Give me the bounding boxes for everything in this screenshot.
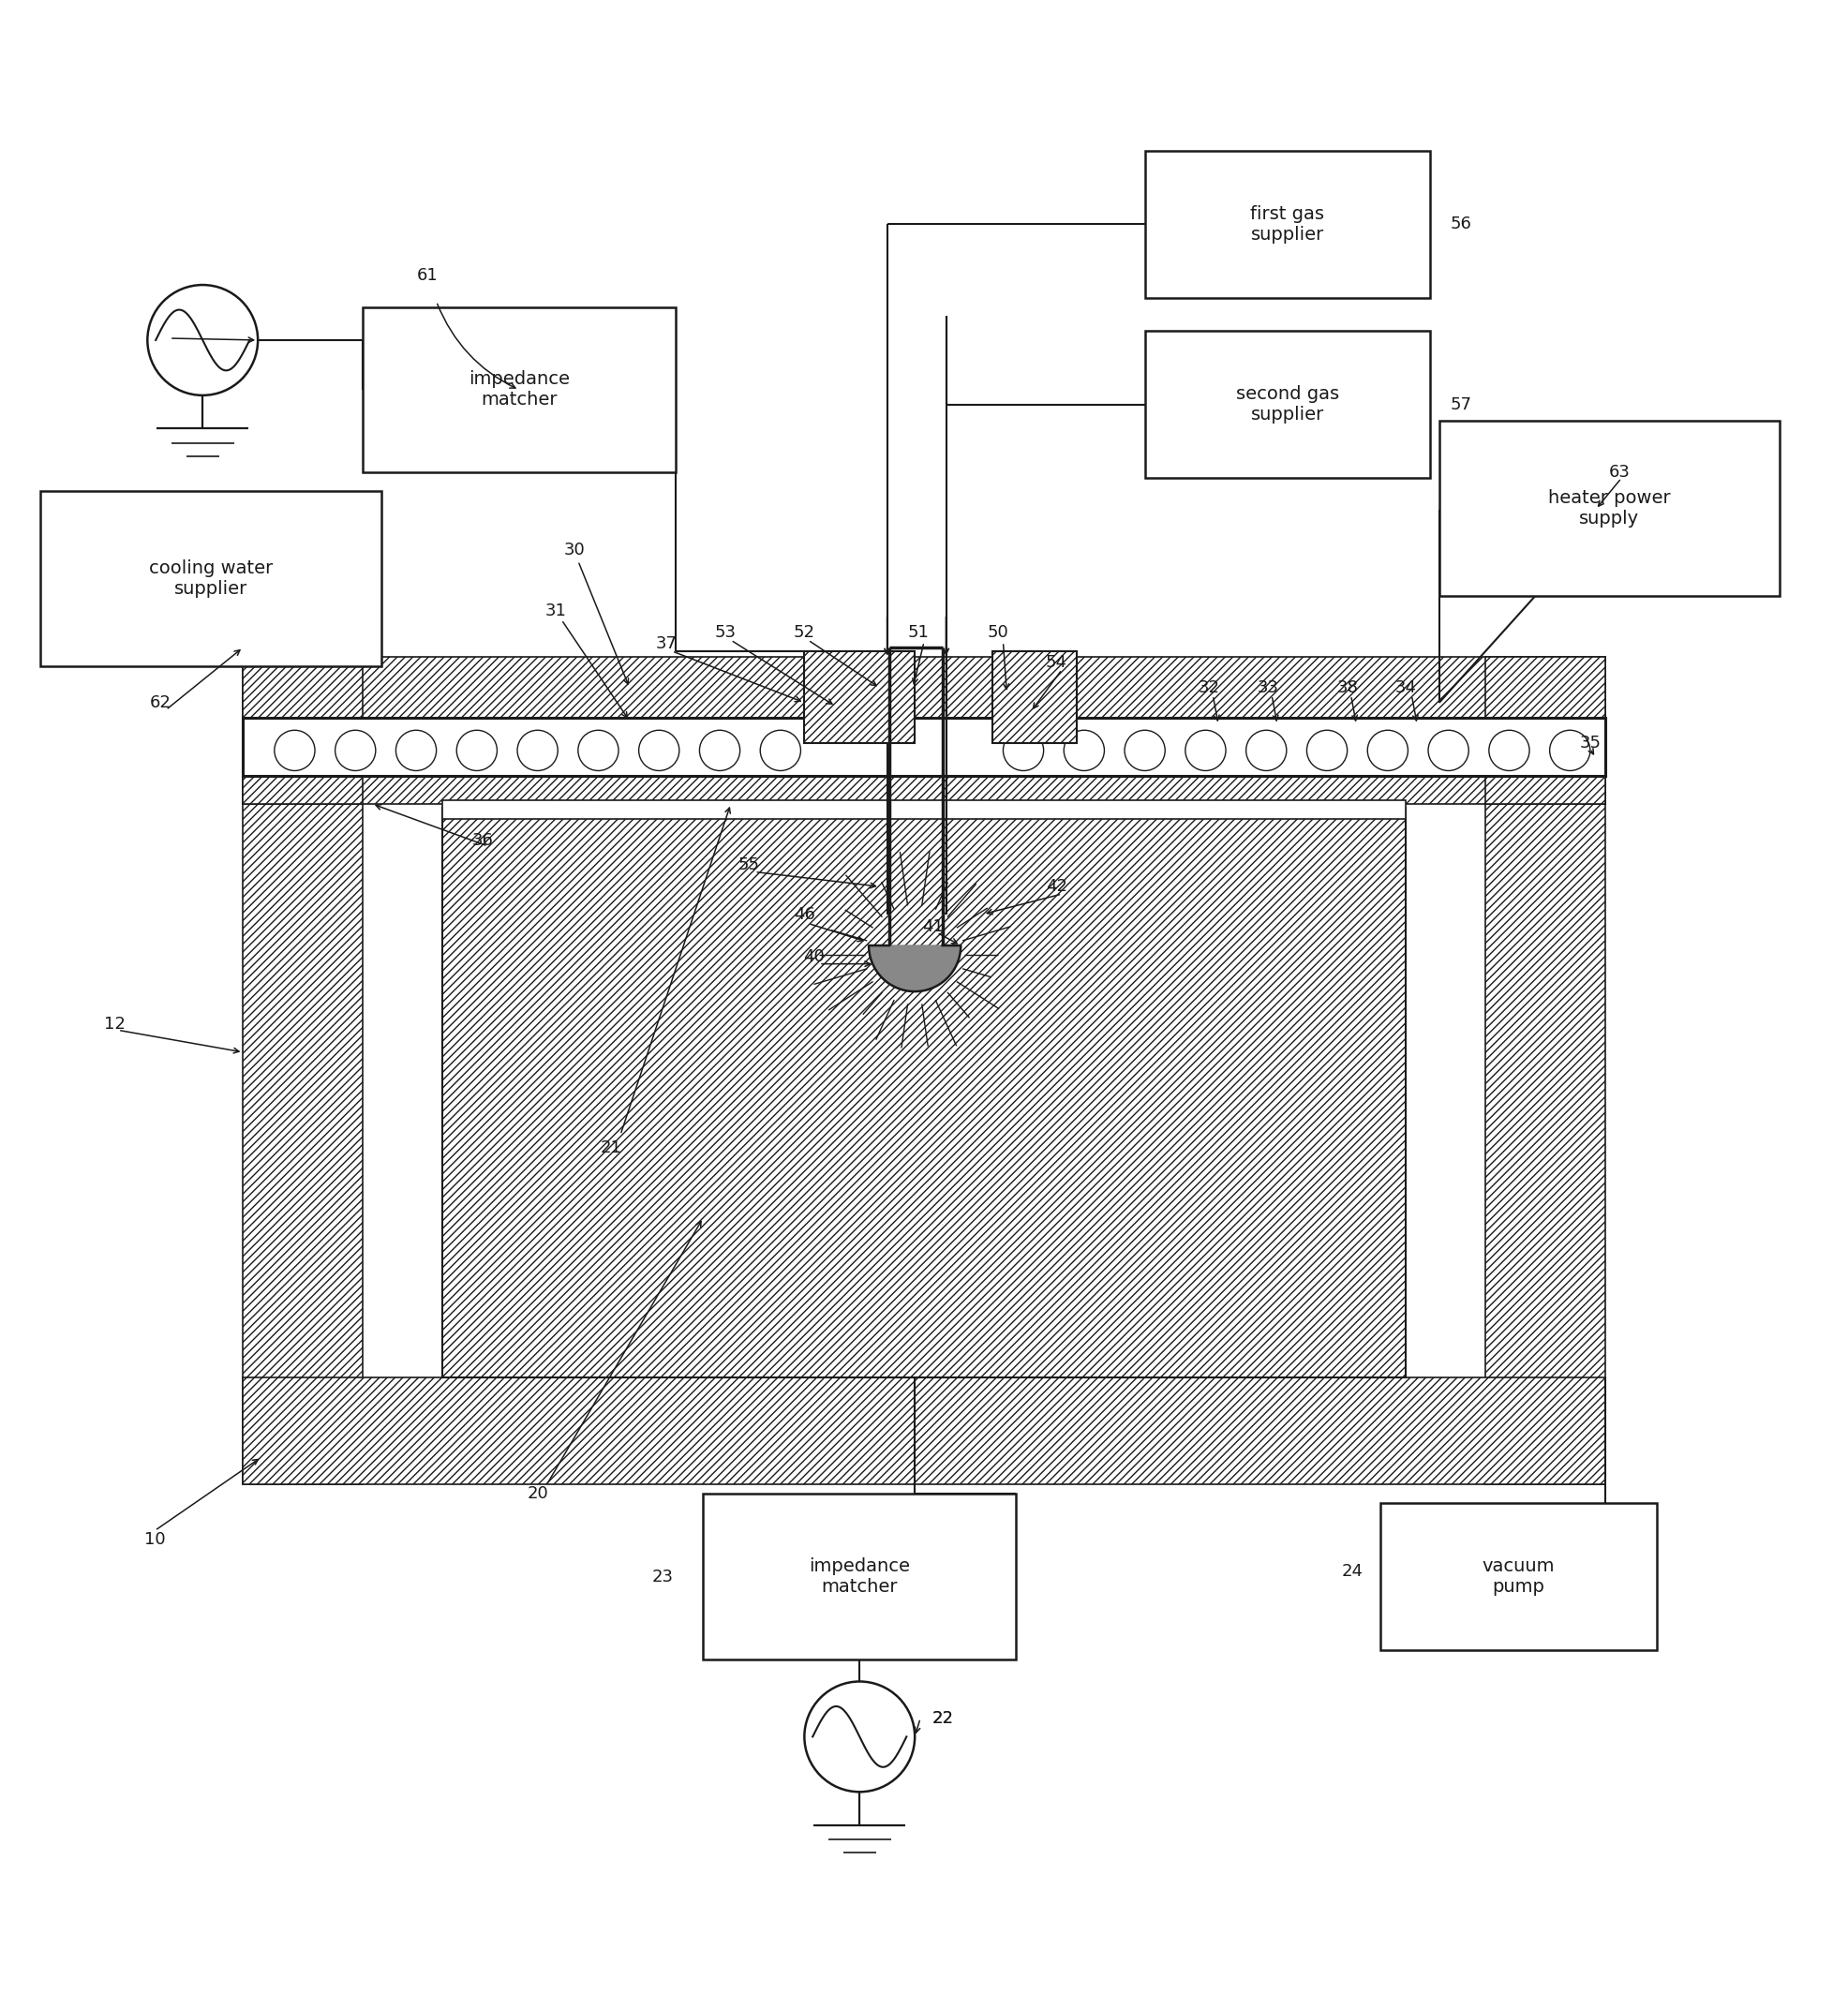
Text: 22: 22	[931, 1709, 954, 1727]
Circle shape	[334, 730, 375, 770]
Text: 50: 50	[987, 624, 1009, 642]
Circle shape	[395, 730, 436, 770]
Circle shape	[148, 285, 259, 395]
Text: 30: 30	[564, 542, 586, 558]
Circle shape	[1489, 730, 1530, 770]
Text: 31: 31	[545, 602, 567, 618]
Text: 10: 10	[144, 1531, 166, 1547]
Text: 38: 38	[1336, 680, 1358, 696]
Text: 57: 57	[1451, 397, 1473, 413]
Text: 61: 61	[416, 267, 438, 285]
Circle shape	[1550, 730, 1589, 770]
Text: first gas
supplier: first gas supplier	[1251, 205, 1325, 243]
Bar	[1440, 421, 1780, 596]
Text: 36: 36	[471, 831, 493, 849]
Circle shape	[1368, 730, 1408, 770]
Circle shape	[274, 730, 314, 770]
Circle shape	[700, 730, 739, 770]
Bar	[362, 307, 676, 473]
Text: 35: 35	[1580, 734, 1600, 752]
Circle shape	[760, 730, 800, 770]
Circle shape	[639, 730, 680, 770]
Text: 21: 21	[601, 1139, 623, 1157]
Bar	[804, 652, 915, 744]
Text: 55: 55	[739, 855, 760, 873]
Text: second gas
supplier: second gas supplier	[1236, 385, 1340, 423]
Circle shape	[1185, 730, 1225, 770]
Circle shape	[1307, 730, 1347, 770]
Text: 23: 23	[652, 1567, 673, 1585]
Text: 32: 32	[1199, 680, 1220, 696]
Polygon shape	[869, 945, 961, 991]
Bar	[442, 808, 1406, 1378]
Circle shape	[578, 730, 619, 770]
Bar	[1144, 331, 1430, 479]
Text: 24: 24	[1342, 1563, 1364, 1579]
Bar	[244, 1378, 1604, 1486]
Text: 63: 63	[1610, 465, 1630, 481]
Text: 34: 34	[1395, 680, 1417, 696]
Bar	[1486, 656, 1604, 804]
Circle shape	[1003, 730, 1044, 770]
Circle shape	[456, 730, 497, 770]
Text: impedance
matcher: impedance matcher	[469, 371, 569, 409]
Circle shape	[1064, 730, 1105, 770]
Bar	[244, 656, 362, 804]
Text: 40: 40	[802, 947, 824, 965]
Circle shape	[517, 730, 558, 770]
Text: 53: 53	[715, 624, 736, 642]
Bar	[704, 1494, 1016, 1659]
Bar	[442, 800, 1406, 818]
Text: impedance
matcher: impedance matcher	[809, 1557, 911, 1595]
Text: 20: 20	[527, 1486, 549, 1501]
Text: 22: 22	[931, 1709, 954, 1727]
Text: 52: 52	[793, 624, 815, 642]
Text: 33: 33	[1257, 680, 1279, 696]
Text: 62: 62	[150, 694, 172, 712]
Text: 12: 12	[103, 1017, 126, 1033]
Circle shape	[1125, 730, 1164, 770]
Text: 60: 60	[155, 317, 176, 333]
Text: 41: 41	[922, 919, 944, 935]
Text: 54: 54	[1046, 654, 1068, 670]
Bar	[244, 694, 362, 1486]
Text: cooling water
supplier: cooling water supplier	[150, 558, 274, 598]
Bar	[244, 770, 1604, 804]
Text: 56: 56	[1451, 215, 1473, 233]
Text: 37: 37	[656, 636, 676, 652]
Bar	[244, 656, 1604, 722]
Circle shape	[1429, 730, 1469, 770]
Circle shape	[804, 1681, 915, 1793]
Bar	[1380, 1503, 1656, 1651]
Text: vacuum
pump: vacuum pump	[1482, 1557, 1554, 1595]
Text: 46: 46	[793, 905, 815, 923]
Bar	[41, 491, 381, 666]
Text: 42: 42	[1046, 877, 1068, 895]
Text: heater power
supply: heater power supply	[1549, 489, 1671, 528]
Bar	[244, 718, 1604, 776]
Bar	[992, 652, 1077, 744]
Bar	[1486, 694, 1604, 1486]
Bar	[1144, 152, 1430, 297]
Circle shape	[1246, 730, 1286, 770]
Text: 51: 51	[907, 624, 930, 642]
